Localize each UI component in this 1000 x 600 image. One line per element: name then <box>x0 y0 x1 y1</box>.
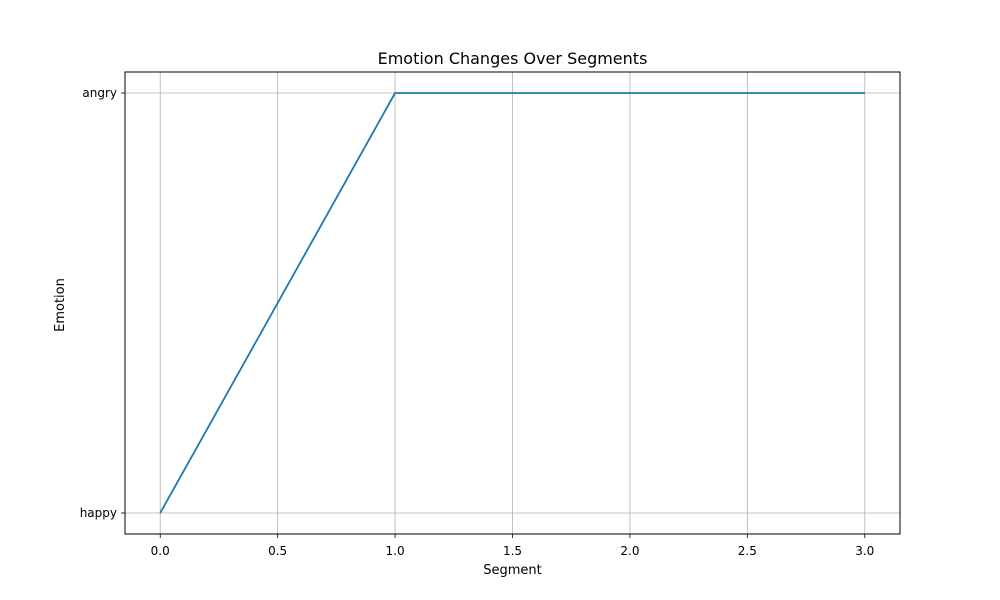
x-tick-label: 2.5 <box>738 544 757 558</box>
x-axis-label: Segment <box>483 563 542 578</box>
x-tick-label: 0.5 <box>268 544 287 558</box>
x-axis-ticks: 0.0 0.5 1.0 1.5 2.0 2.5 3.0 <box>151 534 874 558</box>
series-group <box>159 92 865 514</box>
x-tick-label: 2.0 <box>620 544 639 558</box>
x-tick-label: 0.0 <box>151 544 170 558</box>
y-tick-label: happy <box>80 506 117 520</box>
x-tick-label: 3.0 <box>855 544 874 558</box>
chart-title: Emotion Changes Over Segments <box>378 49 648 68</box>
series-line <box>159 92 865 514</box>
y-tick-label: angry <box>82 86 117 100</box>
x-tick-label: 1.0 <box>386 544 405 558</box>
y-axis-ticks: happy angry <box>80 86 125 520</box>
y-axis-label: Emotion <box>53 278 68 332</box>
x-tick-label: 1.5 <box>503 544 522 558</box>
